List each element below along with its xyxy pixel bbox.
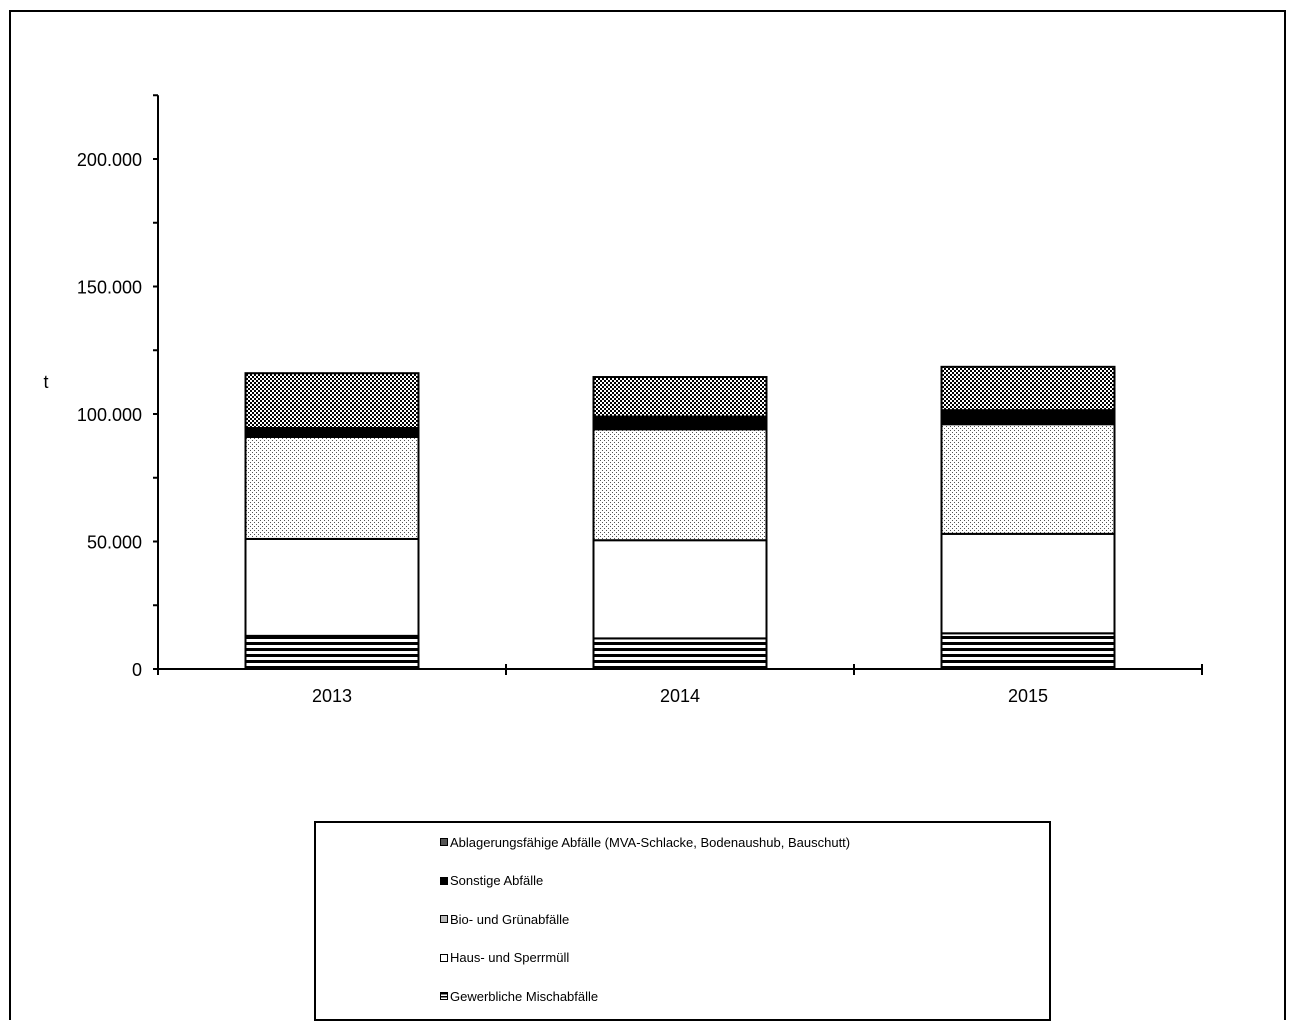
bar-segment-2013-4 xyxy=(244,372,420,430)
bar-segment-2015-0 xyxy=(940,632,1116,670)
bar-segment-2013-3 xyxy=(244,427,420,438)
legend-swatch xyxy=(440,953,448,962)
x-tick-label: 2015 xyxy=(1008,686,1048,706)
legend-label: Haus- und Sperrmüll xyxy=(450,950,570,965)
legend-item: Bio- und Grünabfälle xyxy=(440,910,569,928)
legend-swatch xyxy=(440,915,448,923)
bar-segment-2014-1 xyxy=(592,539,768,640)
legend-label: Bio- und Grünabfälle xyxy=(450,911,570,927)
legend-swatch xyxy=(440,876,448,885)
legend: Ablagerungsfähige Abfälle (MVA-Schlacke,… xyxy=(314,821,1051,1021)
bar-segment-2014-2 xyxy=(592,428,768,542)
stacked-bar-chart: 0 50.000 100.000 150.000 200.000 t 2013 2014 201… xyxy=(43,94,1203,706)
legend-item: Haus- und Sperrmüll xyxy=(440,949,569,967)
y-tick-label: 150.000 xyxy=(77,278,142,298)
bar-segment-2014-4 xyxy=(592,376,768,418)
bar-segment-2014-0 xyxy=(592,637,768,671)
y-tick-label: 200.000 xyxy=(77,150,142,170)
bar-segment-2013-2 xyxy=(244,435,420,540)
legend-swatch xyxy=(440,838,448,846)
y-axis-label: t xyxy=(43,372,48,392)
legend-item: Ablagerungsfähige Abfälle (MVA-Schlacke,… xyxy=(440,833,850,851)
x-tick-label: 2013 xyxy=(312,686,352,706)
bar-segment-2013-0 xyxy=(244,634,420,670)
chart-frame xyxy=(9,10,1286,1020)
labels-layer: 0 50.000 100.000 150.000 200.000 t 2013 2014 201… xyxy=(43,150,1048,706)
x-tick-label: 2014 xyxy=(660,686,700,706)
bar-segment-2015-3 xyxy=(940,409,1116,426)
y-tick-label: 100.000 xyxy=(77,405,142,425)
y-tick-label: 50.000 xyxy=(87,533,142,553)
legend-label: Ablagerungsfähige Abfälle (MVA-Schlacke,… xyxy=(450,834,851,850)
legend-item: Sonstige Abfälle xyxy=(440,872,543,890)
bar-segment-2015-4 xyxy=(940,365,1116,412)
bar-segment-2015-1 xyxy=(940,532,1116,635)
bar-segment-2014-3 xyxy=(592,415,768,431)
bar-segment-2013-1 xyxy=(244,537,420,637)
y-tick-label: 0 xyxy=(132,660,142,680)
bars-layer xyxy=(244,365,1116,671)
bar-segment-2015-2 xyxy=(940,423,1116,535)
legend-item: Gewerbliche Mischabfälle xyxy=(440,987,598,1005)
legend-label: Sonstige Abfälle xyxy=(450,873,544,888)
legend-label: Gewerbliche Mischabfälle xyxy=(450,988,599,1004)
legend-swatch xyxy=(440,992,448,1000)
